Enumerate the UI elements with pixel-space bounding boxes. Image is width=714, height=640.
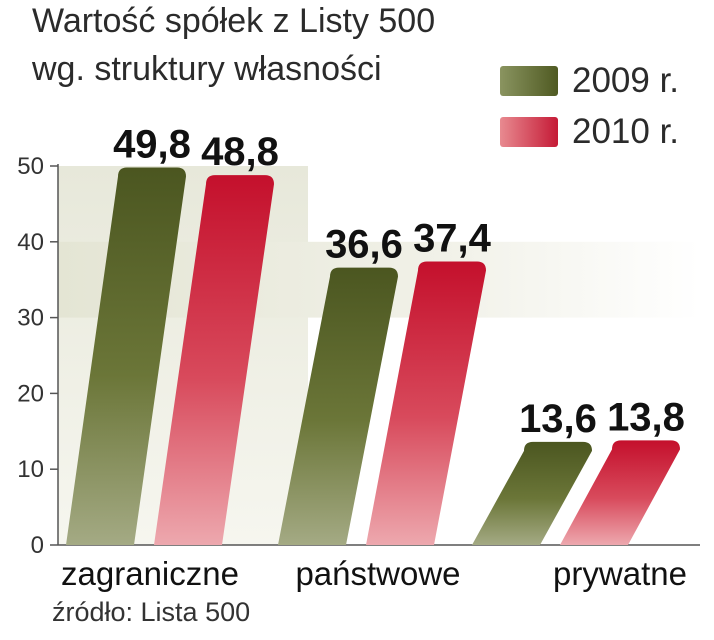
- y-tick-label: 10: [17, 456, 44, 483]
- category-label-zagraniczne: zagraniczne: [61, 555, 239, 592]
- source-note: źródło: Lista 500: [52, 597, 251, 627]
- data-label: 37,4: [413, 217, 492, 261]
- data-label: 49,8: [113, 123, 191, 167]
- legend-label-2009: 2009 r.: [572, 61, 680, 100]
- bar-prywatne-2010: [560, 440, 680, 545]
- legend-label-2010: 2010 r.: [572, 112, 680, 151]
- chart-title-line-2: wg. struktury własności: [32, 50, 382, 88]
- chart-title-line-1: Wartość spółek z Listy 500: [32, 2, 436, 40]
- data-label: 13,6: [519, 397, 597, 441]
- y-tick-label: 40: [17, 229, 44, 256]
- category-label-państwowe: państwowe: [295, 555, 460, 592]
- bar-państwowe-2010: [366, 261, 486, 545]
- bar-prywatne-2009: [472, 441, 592, 545]
- y-tick-label: 20: [17, 380, 44, 407]
- data-label: 48,8: [201, 130, 279, 174]
- category-label-prywatne: prywatne: [553, 555, 687, 592]
- bar-zagraniczne-2010: [154, 175, 274, 545]
- data-label: 13,8: [607, 395, 685, 439]
- y-tick-label: 0: [31, 532, 44, 559]
- y-tick-label: 30: [17, 305, 44, 332]
- bar-państwowe-2009: [278, 267, 398, 545]
- bar-zagraniczne-2009: [66, 167, 186, 546]
- legend-swatch-2009: [500, 66, 558, 96]
- legend-swatch-2010: [500, 117, 558, 147]
- data-label: 36,6: [325, 223, 403, 267]
- y-tick-label: 50: [17, 153, 44, 180]
